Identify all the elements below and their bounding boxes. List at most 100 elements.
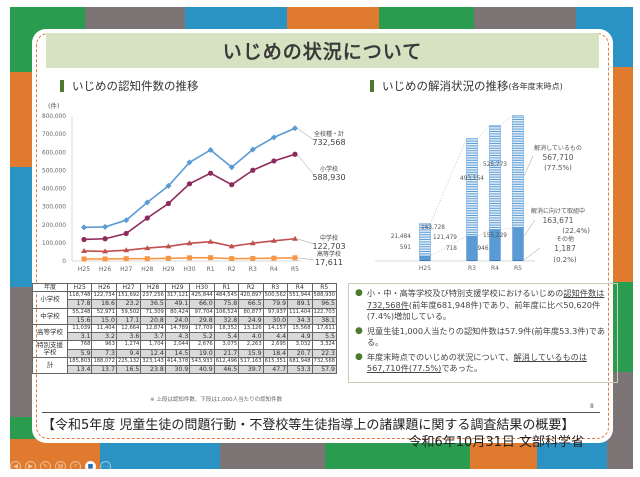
y-tick-label: 800,000 (42, 114, 66, 120)
next-icon[interactable]: ▶ (25, 460, 36, 472)
bullet-icon: ● (355, 325, 363, 336)
bar-label-in-progress: 21,484 (391, 234, 412, 240)
x-tick-label: R4 (491, 265, 499, 272)
table-cell-count: 543,933 (189, 356, 215, 367)
table-cell-count: 2,263 (238, 340, 264, 350)
data-point (165, 243, 172, 249)
connector-line (477, 229, 490, 237)
table-header-H28: H28 (140, 282, 166, 293)
footer-title: 【令和5年度 児童生徒の問題行動・不登校等生徒指導上の諸課題に関する調査結果の概… (42, 418, 575, 433)
data-point (292, 151, 298, 157)
table-cell-rate: 49.1 (164, 299, 191, 309)
table-header-R4: R4 (287, 282, 313, 293)
data-point (250, 255, 256, 261)
table-row-rate: 17.8 18.6 23.2 36.5 49.1 66.0 75.8 66.5 79.9 89.1… (33, 299, 337, 309)
table-cell-count: 3,075 (213, 340, 240, 350)
y-tick-label: 100,000 (42, 241, 66, 247)
stacked-bar-chart: H25 R3 R4 R5 163,728 21,484 591 493,154 121,479 7… (375, 115, 590, 272)
slides-icon[interactable]: ▤ (55, 460, 66, 472)
x-tick-label: H25 (419, 265, 431, 272)
x-tick-label: R1 (207, 266, 215, 273)
summary-text: 児童生徒1,000人当たりの認知件数は57.9件(前年度53.3件)である。 (366, 325, 606, 348)
table-cell-count: 17,611 (311, 324, 337, 334)
connector-line (430, 235, 467, 257)
legend-resolved-label: 解消しているもの (534, 144, 582, 152)
table-cell-count: 55,248 (66, 307, 93, 317)
footer-date: 令和6年10月31日 文部科学省 (408, 435, 585, 450)
table-cell-rate: 32.8 (213, 315, 240, 326)
table-cell-count: 3,324 (311, 340, 337, 350)
data-point (187, 255, 192, 261)
table-cell-count: 2,044 (164, 340, 191, 350)
table-header-H29: H29 (164, 282, 191, 293)
leader-line (296, 238, 315, 245)
y-tick-label: 300,000 (42, 205, 66, 211)
presentation-controls: ◀ ▶ ✎ ▤ ⌕ ■ ⋯ (10, 459, 111, 473)
summary-item: ● 児童生徒1,000人当たりの認知件数は57.9件(前年度53.3件)である。 (355, 326, 611, 349)
data-point (229, 256, 235, 262)
table-cell-count: 15,568 (287, 324, 313, 334)
y-tick-label: 700,000 (42, 132, 66, 138)
bar-segment-in-progress (466, 236, 478, 261)
table-cell-count: 106,524 (213, 307, 240, 317)
table-cell-rate: 34.3 (287, 315, 313, 326)
bar-segment-other (489, 260, 501, 261)
previous-icon[interactable]: ◀ (10, 460, 21, 472)
connector-line (477, 125, 490, 139)
table-cell-rate: 38.1 (311, 315, 337, 326)
band-left-blue (10, 167, 36, 287)
data-point (229, 182, 235, 188)
legend-in-progress-value: 163,671 (542, 216, 573, 225)
x-tick-label: R2 (228, 266, 236, 273)
table-cell-count: 18,352 (213, 324, 240, 334)
zoom-icon[interactable]: ⌕ (70, 460, 81, 472)
bar-label-in-progress: 155,229 (483, 233, 507, 239)
table-cell-rate: 36.5 (140, 299, 166, 309)
line-chart: (件) 0 100,000 200,000 300,000 400,000 500,000 6… (42, 101, 345, 273)
x-tick-label: H29 (162, 266, 174, 273)
table-row-header: 特別支援 学校 (32, 340, 68, 358)
table-row: 中学校 55,248 52,971 59,502 71,309 80,424 97,704 1… (32, 307, 337, 326)
leader-line (296, 257, 315, 261)
data-point (81, 236, 87, 243)
data-point (186, 181, 193, 187)
bar-label-resolved: 525,773 (483, 162, 507, 168)
table-cell-rate: 29.8 (189, 315, 215, 326)
data-point (249, 240, 256, 246)
table-cell-count: 59,502 (115, 307, 142, 317)
data-point (292, 125, 298, 132)
stats-table: 年度 H25 H26 H27 H28 H29 H30 R1 R2 R3 R4 R5 小学校 118,7… (32, 282, 337, 375)
camera-icon[interactable]: ■ (85, 460, 96, 472)
more-icon[interactable]: ⋯ (100, 460, 111, 472)
data-point (186, 240, 193, 246)
pen-icon[interactable]: ✎ (40, 460, 51, 472)
table-cell-rate: 47.7 (262, 365, 289, 375)
table-note: ※ 上段は認知件数、下段は1,000人当たりの認知件数 (150, 397, 283, 403)
table-cell-rate: 23.8 (140, 365, 166, 375)
table-row: 計 185,803 188,072 225,132 323,143 414,378 543,… (32, 356, 337, 375)
legend-other-pct: (0.2%) (553, 256, 577, 264)
table-cell-rate: 15.9 (238, 348, 264, 358)
bar-label-resolved: 163,728 (421, 225, 445, 231)
table-cell-rate: 79.9 (262, 299, 289, 309)
table-cell-count: 97,937 (262, 307, 289, 317)
data-point (123, 256, 129, 262)
legend-in-progress-label: 解消に向けて取組中 (531, 207, 585, 215)
table-cell-rate: 23.2 (115, 299, 142, 309)
bar-segment-resolved (419, 223, 431, 257)
data-point (186, 159, 193, 166)
table-cell-rate: 13.7 (91, 365, 117, 375)
table-cell-rate: 24.9 (238, 315, 264, 326)
table-cell-count: 517,163 (238, 356, 264, 367)
table-cell-count: 414,378 (164, 356, 191, 367)
summary-item: ● 年度末時点でのいじめの状況について、解消しているものは567,710件(77.… (355, 352, 611, 375)
bullet-icon: ● (355, 288, 363, 298)
band-bottom-blue (100, 439, 220, 469)
table-header-R3: R3 (262, 282, 289, 293)
data-point (165, 255, 171, 261)
table-cell-rate: 16.5 (115, 365, 142, 375)
y-tick-label: 200,000 (42, 223, 66, 229)
table-row-rate: 5.9 7.3 9.4 12.4 14.5 19.0 21.7 15.9 18.4 20.7 22.… (33, 348, 337, 358)
table-cell-rate: 66.5 (238, 299, 264, 309)
data-point (165, 200, 171, 207)
